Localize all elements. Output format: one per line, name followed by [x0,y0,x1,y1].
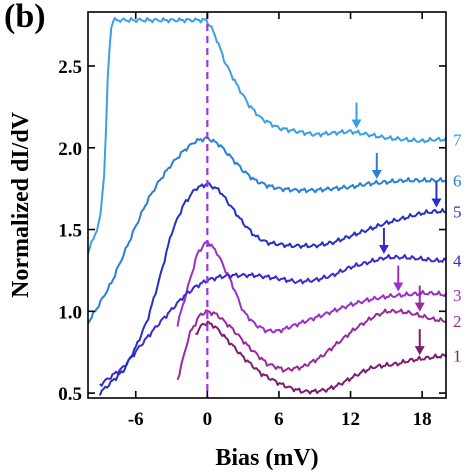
series-label-7: 7 [453,131,462,150]
tick-group: -6 0 6 12 18 0.5 1.0 1.5 2.0 2.5 [58,12,446,430]
arrow-head-1 [414,346,425,356]
series-line-1 [195,320,446,395]
series-label-4: 4 [453,252,462,271]
x-tick-label: 0 [203,409,213,430]
x-tick-label: 6 [274,409,284,430]
panel-label: (b) [4,0,46,35]
series-line-6 [88,136,446,325]
arrow-head-2 [414,302,425,312]
plot-frame [87,11,447,399]
arrow-head-7 [351,119,362,129]
y-tick-label: 1.5 [58,221,82,242]
series-line-7 [88,17,446,254]
y-axis-title: Normalized dI/dV [8,111,34,298]
series-label-5: 5 [453,203,462,222]
x-axis-title: Bias (mV) [215,445,318,471]
series-label-3: 3 [453,286,462,305]
series-line-2 [176,308,446,381]
arrow-head-4 [378,244,389,254]
series-label-2: 2 [453,312,462,331]
arrow-group [351,102,442,356]
series-line-4 [99,254,446,387]
y-tick-label: 2.0 [58,139,82,160]
y-tick-label: 0.5 [58,384,82,405]
x-tick-label: 12 [341,409,360,430]
x-tick-label: 18 [413,409,432,430]
series-line-5 [98,182,446,396]
y-tick-label: 1.0 [58,302,82,323]
series-group [88,17,446,396]
series-line-3 [176,240,446,334]
arrow-head-6 [371,169,382,179]
series-label-1: 1 [453,346,462,365]
arrow-head-5 [431,198,442,208]
series-label-group: 1 2 3 4 5 6 7 [453,131,462,366]
x-tick-label: -6 [128,409,144,430]
y-tick-label: 2.5 [58,57,82,78]
arrow-head-3 [393,282,404,292]
series-label-6: 6 [453,171,462,190]
